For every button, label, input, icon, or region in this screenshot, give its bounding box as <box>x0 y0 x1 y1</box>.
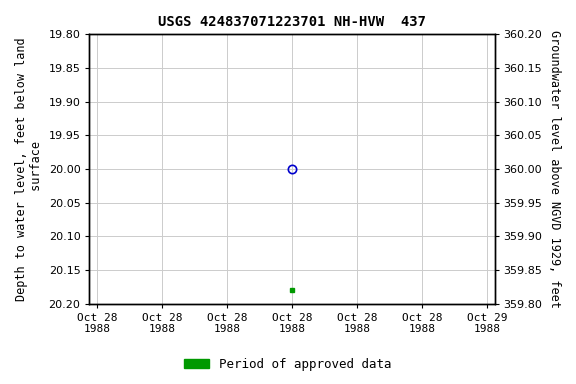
Title: USGS 424837071223701 NH-HVW  437: USGS 424837071223701 NH-HVW 437 <box>158 15 426 29</box>
Y-axis label: Depth to water level, feet below land
 surface: Depth to water level, feet below land su… <box>15 37 43 301</box>
Y-axis label: Groundwater level above NGVD 1929, feet: Groundwater level above NGVD 1929, feet <box>548 30 561 308</box>
Legend: Period of approved data: Period of approved data <box>179 353 397 376</box>
